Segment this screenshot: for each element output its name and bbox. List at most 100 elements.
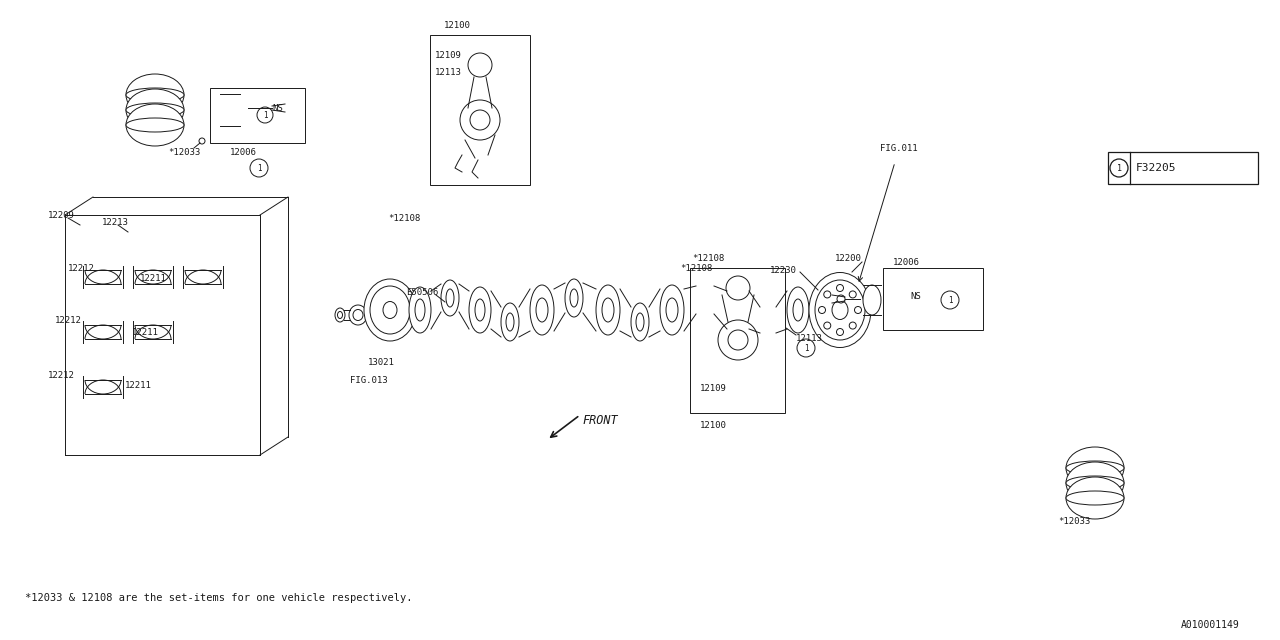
Text: 12212: 12212 — [49, 371, 74, 380]
Text: NS: NS — [910, 291, 920, 301]
Text: *12108: *12108 — [692, 253, 724, 262]
Text: 12109: 12109 — [435, 51, 462, 60]
Ellipse shape — [660, 285, 684, 335]
Text: 12100: 12100 — [700, 420, 727, 429]
Ellipse shape — [809, 273, 870, 348]
Ellipse shape — [442, 280, 460, 316]
Text: 12100: 12100 — [444, 20, 471, 29]
Ellipse shape — [631, 303, 649, 341]
Ellipse shape — [1066, 477, 1124, 519]
Text: 1: 1 — [257, 163, 261, 173]
Ellipse shape — [530, 285, 554, 335]
Text: 12113: 12113 — [796, 333, 823, 342]
Text: 12109: 12109 — [700, 383, 727, 392]
Ellipse shape — [1066, 476, 1124, 490]
Text: 12212: 12212 — [55, 316, 82, 324]
Ellipse shape — [370, 286, 410, 334]
Bar — [883, 268, 983, 330]
Text: 1: 1 — [947, 296, 952, 305]
Ellipse shape — [125, 103, 184, 117]
Text: FIG.011: FIG.011 — [881, 143, 918, 152]
Text: 12211: 12211 — [132, 328, 159, 337]
Ellipse shape — [596, 285, 620, 335]
Text: A010001149: A010001149 — [1181, 620, 1240, 630]
Ellipse shape — [364, 279, 416, 341]
Text: *12108: *12108 — [680, 264, 712, 273]
Ellipse shape — [353, 310, 364, 321]
Ellipse shape — [564, 279, 582, 317]
Text: 12230: 12230 — [771, 266, 797, 275]
Ellipse shape — [125, 118, 184, 132]
Ellipse shape — [602, 298, 614, 322]
Text: 13021: 13021 — [369, 358, 394, 367]
Circle shape — [797, 339, 815, 357]
Text: 12211: 12211 — [140, 273, 166, 282]
Circle shape — [198, 138, 205, 144]
Ellipse shape — [383, 301, 397, 319]
Circle shape — [726, 276, 750, 300]
Text: 12212: 12212 — [68, 264, 95, 273]
Text: *12033: *12033 — [1059, 518, 1091, 527]
Bar — [690, 268, 785, 413]
Ellipse shape — [125, 104, 184, 146]
Ellipse shape — [1066, 462, 1124, 504]
Ellipse shape — [445, 289, 454, 307]
Text: 12006: 12006 — [230, 147, 257, 157]
Ellipse shape — [570, 289, 579, 307]
Ellipse shape — [536, 298, 548, 322]
Text: FRONT: FRONT — [582, 413, 618, 426]
Ellipse shape — [764, 312, 772, 328]
Ellipse shape — [727, 287, 749, 333]
Ellipse shape — [787, 287, 809, 333]
Circle shape — [718, 320, 758, 360]
Ellipse shape — [1066, 491, 1124, 505]
Circle shape — [849, 291, 856, 298]
Text: 1: 1 — [262, 111, 268, 120]
Ellipse shape — [415, 299, 425, 321]
Ellipse shape — [220, 94, 241, 126]
Text: 1: 1 — [1116, 163, 1121, 173]
Text: 12113: 12113 — [435, 67, 462, 77]
Ellipse shape — [468, 287, 492, 333]
Text: NS: NS — [273, 104, 283, 113]
Text: 12211: 12211 — [125, 381, 152, 390]
Text: 12200: 12200 — [835, 253, 861, 262]
Circle shape — [855, 307, 861, 314]
Bar — [1108, 152, 1258, 184]
Circle shape — [824, 291, 831, 298]
Text: *12033 & 12108 are the set-items for one vehicle respectively.: *12033 & 12108 are the set-items for one… — [26, 593, 412, 603]
Text: *12033: *12033 — [168, 147, 200, 157]
Ellipse shape — [500, 303, 518, 341]
Bar — [210, 88, 305, 143]
Ellipse shape — [125, 89, 184, 131]
Ellipse shape — [349, 305, 367, 325]
Text: 12209: 12209 — [49, 211, 74, 220]
Circle shape — [837, 328, 844, 335]
Ellipse shape — [475, 299, 485, 321]
Ellipse shape — [410, 287, 431, 333]
Ellipse shape — [125, 88, 184, 102]
Circle shape — [468, 53, 492, 77]
Text: *12108: *12108 — [388, 214, 420, 223]
Ellipse shape — [701, 291, 709, 309]
Circle shape — [273, 104, 280, 112]
Ellipse shape — [696, 282, 714, 318]
Text: 12213: 12213 — [102, 218, 129, 227]
Circle shape — [837, 295, 845, 303]
Circle shape — [1110, 159, 1128, 177]
Circle shape — [818, 307, 826, 314]
Ellipse shape — [1066, 461, 1124, 475]
Circle shape — [837, 285, 844, 291]
Text: 12006: 12006 — [893, 257, 920, 266]
Ellipse shape — [733, 299, 742, 321]
Ellipse shape — [338, 312, 343, 319]
Circle shape — [460, 100, 500, 140]
Text: FIG.013: FIG.013 — [349, 376, 388, 385]
Ellipse shape — [666, 298, 678, 322]
Ellipse shape — [506, 313, 515, 331]
Circle shape — [257, 107, 273, 123]
Ellipse shape — [125, 74, 184, 116]
Circle shape — [470, 110, 490, 130]
Ellipse shape — [1066, 447, 1124, 489]
Text: 1: 1 — [804, 344, 808, 353]
